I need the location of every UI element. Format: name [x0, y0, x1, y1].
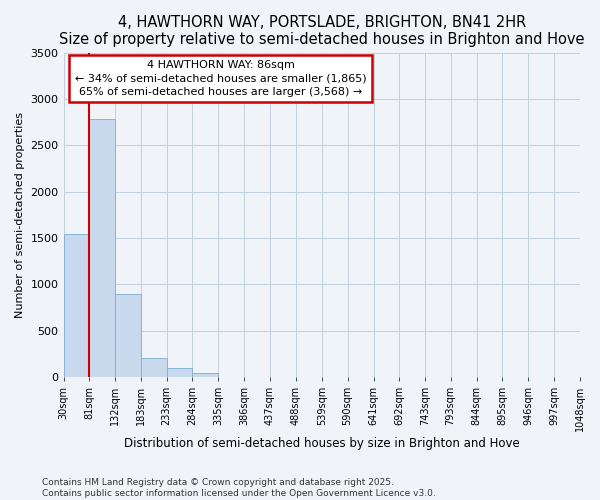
- X-axis label: Distribution of semi-detached houses by size in Brighton and Hove: Distribution of semi-detached houses by …: [124, 437, 520, 450]
- Bar: [167, 368, 193, 377]
- Title: 4, HAWTHORN WAY, PORTSLADE, BRIGHTON, BN41 2HR
Size of property relative to semi: 4, HAWTHORN WAY, PORTSLADE, BRIGHTON, BN…: [59, 15, 584, 48]
- Text: Contains HM Land Registry data © Crown copyright and database right 2025.
Contai: Contains HM Land Registry data © Crown c…: [42, 478, 436, 498]
- Bar: [115, 294, 141, 377]
- Bar: [64, 234, 89, 377]
- Bar: [141, 358, 167, 377]
- Y-axis label: Number of semi-detached properties: Number of semi-detached properties: [15, 112, 25, 318]
- Bar: [89, 120, 115, 377]
- Text: 4 HAWTHORN WAY: 86sqm
← 34% of semi-detached houses are smaller (1,865)
65% of s: 4 HAWTHORN WAY: 86sqm ← 34% of semi-deta…: [75, 60, 367, 96]
- Bar: [193, 372, 218, 377]
